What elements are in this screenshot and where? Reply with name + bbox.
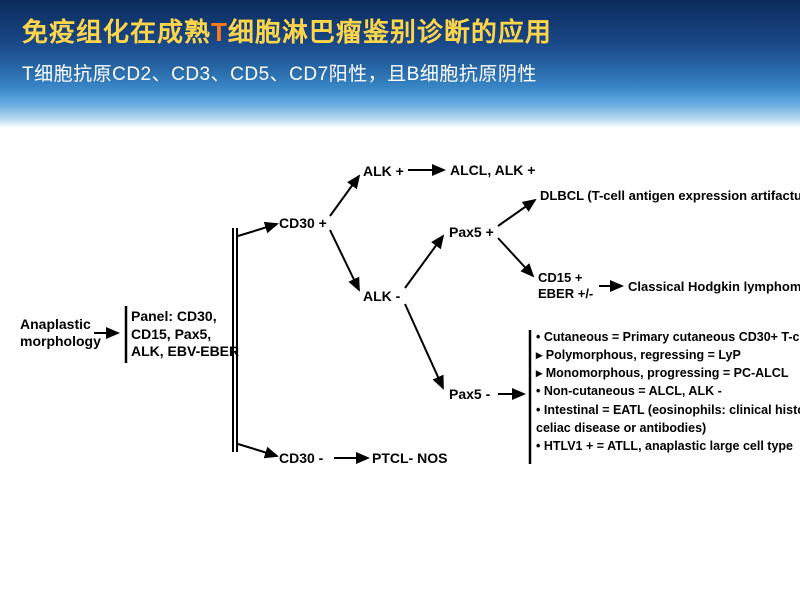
cd15-l1: CD15 + [538, 270, 593, 286]
cd30-minus-node: CD30 - [279, 450, 323, 466]
pax5-plus-node: Pax5 + [449, 224, 494, 240]
bullet-4: • HTLV1 + = ATLL, anaplastic large cell … [536, 437, 800, 455]
panel-l2: CD15, Pax5, [131, 326, 239, 344]
slide-subtitle: T细胞抗原CD2、CD3、CD5、CD7阳性，且B细胞抗原阴性 [22, 59, 778, 86]
panel-node: Panel: CD30, CD15, Pax5, ALK, EBV-EBER [131, 308, 239, 361]
bullet-3a: celiac disease or antibodies) [536, 419, 800, 437]
alk-minus-node: ALK - [363, 288, 400, 304]
cd15-l2: EBER +/- [538, 286, 593, 302]
title-part2: T [211, 17, 228, 47]
alcl-alk-node: ALCL, ALK + [450, 162, 535, 178]
cd30-plus-node: CD30 + [279, 215, 327, 231]
pax5-minus-bullets: • Cutaneous = Primary cutaneous CD30+ T-… [536, 328, 800, 455]
bullet-1: • Cutaneous = Primary cutaneous CD30+ T-… [536, 328, 800, 346]
cd15-eber-node: CD15 + EBER +/- [538, 270, 593, 303]
slide-header: 免疫组化在成熟T细胞淋巴瘤鉴别诊断的应用 T细胞抗原CD2、CD3、CD5、CD… [0, 0, 800, 128]
slide-title: 免疫组化在成熟T细胞淋巴瘤鉴别诊断的应用 [22, 12, 778, 49]
root-node: Anaplastic morphology [20, 316, 101, 350]
alk-plus-node: ALK + [363, 163, 404, 179]
bullet-1b: ▸ Monomorphous, progressing = PC-ALCL [536, 364, 800, 382]
dlbcl-node: DLBCL (T-cell antigen expression artifac… [540, 188, 800, 203]
flow-diagram: Anaplastic morphology Panel: CD30, CD15,… [0, 128, 800, 600]
root-l1: Anaplastic [20, 316, 101, 333]
bullet-3: • Intestinal = EATL (eosinophils: clinic… [536, 401, 800, 419]
title-part3: 细胞淋巴瘤鉴别诊断的应用 [228, 17, 552, 47]
panel-l3: ALK, EBV-EBER [131, 343, 239, 361]
title-part1: 免疫组化在成熟 [22, 17, 211, 47]
root-l2: morphology [20, 333, 101, 350]
pax5-minus-node: Pax5 - [449, 386, 490, 402]
chl-node: Classical Hodgkin lymphoma [628, 279, 800, 294]
bullet-2: • Non-cutaneous = ALCL, ALK - [536, 382, 800, 400]
panel-l1: Panel: CD30, [131, 308, 239, 326]
bullet-1a: ▸ Polymorphous, regressing = LyP [536, 346, 800, 364]
ptcl-node: PTCL- NOS [372, 450, 447, 466]
